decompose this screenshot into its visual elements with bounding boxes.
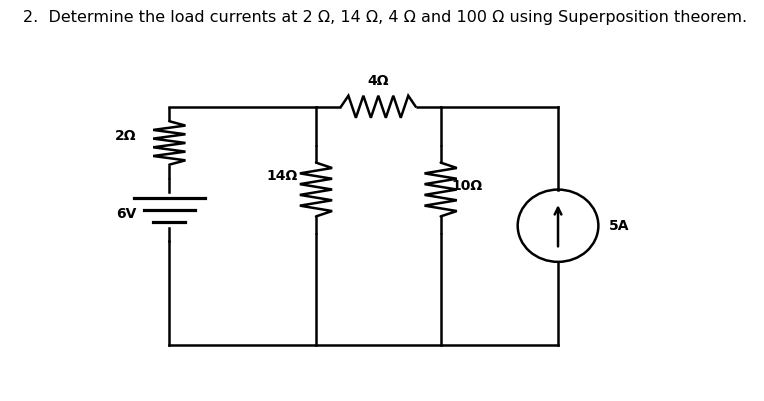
Text: 4Ω: 4Ω [367,74,389,88]
Text: 5A: 5A [610,219,630,233]
Text: 10Ω: 10Ω [452,179,483,193]
Text: 6V: 6V [116,207,136,221]
Text: 2.  Determine the load currents at 2 Ω, 14 Ω, 4 Ω and 100 Ω using Superposition : 2. Determine the load currents at 2 Ω, 1… [23,10,747,25]
Text: 14Ω: 14Ω [267,169,298,183]
Text: 2Ω: 2Ω [115,129,136,143]
